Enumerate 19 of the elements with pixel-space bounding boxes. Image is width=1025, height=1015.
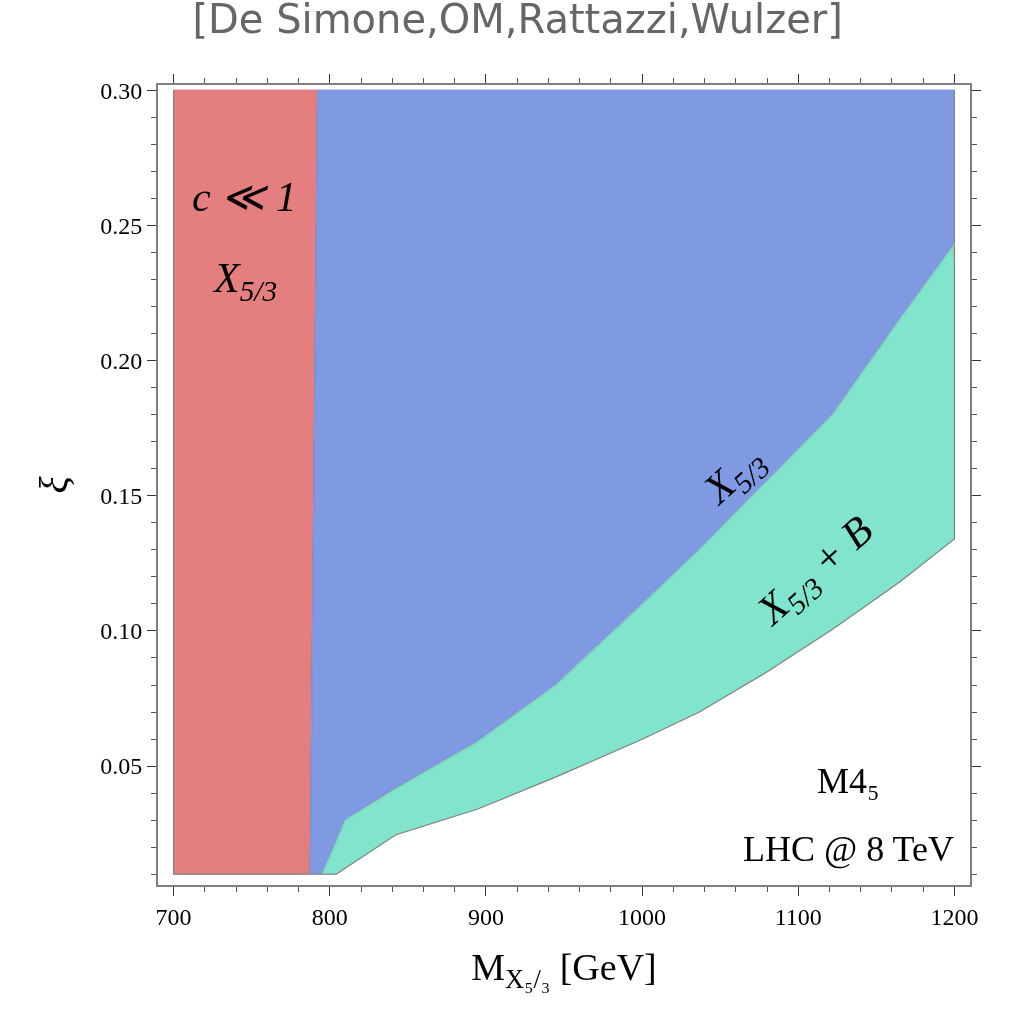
- x-tick-label: 900: [467, 903, 504, 930]
- y-tick-label: 0.05: [100, 753, 143, 780]
- y-tick-label: 0.15: [100, 483, 143, 510]
- x-tick-label: 1000: [618, 903, 667, 930]
- chart-title: [De Simone,OM,Rattazzi,Wulzer]: [192, 0, 843, 43]
- y-tick-label: 0.10: [100, 618, 143, 645]
- y-tick-label: 0.20: [100, 348, 143, 375]
- y-tick-label: 0.25: [100, 212, 143, 239]
- x-tick-label: 700: [155, 903, 192, 930]
- annotation: X$_{5/3}$: [212, 255, 278, 307]
- x-tick-label: 800: [311, 903, 348, 930]
- x-tick-label: 1100: [774, 903, 822, 930]
- x-axis-title: M$_{X₅/₃}$ [GeV]: [471, 946, 657, 995]
- annotation: c ≪ 1: [192, 174, 297, 220]
- annotation: M4₅: [817, 761, 880, 801]
- y-tick-label: 0.30: [100, 77, 143, 104]
- annotation: LHC @ 8 TeV: [743, 829, 954, 869]
- x-tick-label: 1200: [930, 903, 979, 930]
- y-axis-title: ξ: [31, 475, 77, 494]
